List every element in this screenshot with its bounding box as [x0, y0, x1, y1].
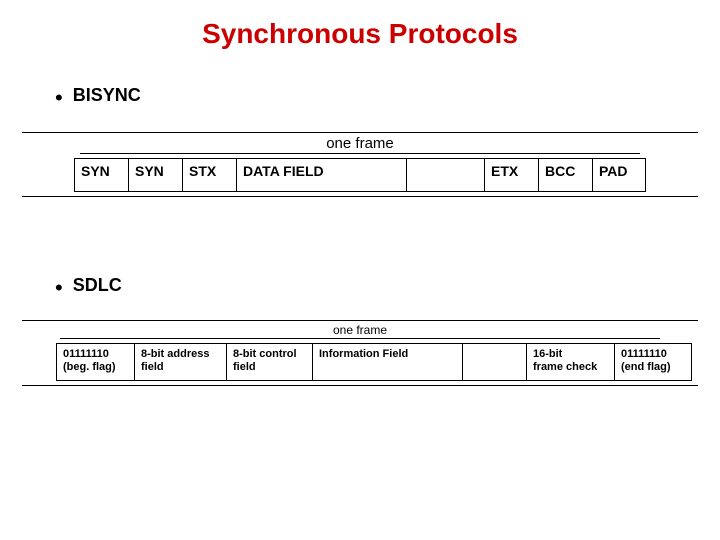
frame-gap — [406, 158, 484, 192]
frame-cell: DATA FIELD — [236, 158, 406, 192]
sdlc-frame-caption: one frame — [22, 321, 698, 338]
frame-cell-text: (end flag) — [621, 361, 685, 374]
sdlc-caption-underline — [60, 338, 660, 339]
bullet-bisync: • BISYNC — [55, 85, 141, 109]
frame-cell-text: 01111110 — [63, 348, 128, 361]
slide-title: Synchronous Protocols — [0, 0, 720, 50]
frame-cell-text: 8-bit address — [141, 348, 220, 361]
frame-cell-text: PAD — [599, 163, 639, 180]
frame-cell: SYN — [74, 158, 128, 192]
sdlc-frame: one frame 01111110(beg. flag)8-bit addre… — [22, 320, 698, 386]
frame-left-indent — [22, 158, 74, 192]
frame-cell-text: BCC — [545, 163, 586, 180]
frame-cell: 16-bitframe check — [526, 343, 614, 381]
frame-gap — [462, 343, 526, 381]
frame-cell-text: Information Field — [319, 348, 456, 361]
frame-cell-text: SYN — [135, 163, 176, 180]
bisync-frame-caption: one frame — [22, 133, 698, 153]
bisync-caption-underline — [80, 153, 640, 154]
frame-cell-text: (beg. flag) — [63, 361, 128, 374]
bullet-sdlc: • SDLC — [55, 275, 122, 299]
frame-cell-text: STX — [189, 163, 230, 180]
frame-cell-text: field — [233, 361, 306, 374]
bullet-sdlc-label: SDLC — [73, 275, 122, 296]
bullet-bisync-label: BISYNC — [73, 85, 141, 106]
frame-cell: PAD — [592, 158, 646, 192]
bisync-cells: SYN SYN STX DATA FIELD ETX BCC PAD — [22, 158, 698, 192]
frame-cell-text: 8-bit control — [233, 348, 306, 361]
frame-cell-text: 16-bit — [533, 348, 608, 361]
frame-cell-text: 01111110 — [621, 348, 685, 361]
frame-cell: 01111110(beg. flag) — [56, 343, 134, 381]
frame-cell: ETX — [484, 158, 538, 192]
frame-left-indent — [22, 343, 56, 381]
frame-cell: Information Field — [312, 343, 462, 381]
frame-cell: STX — [182, 158, 236, 192]
frame-cell: 8-bit controlfield — [226, 343, 312, 381]
frame-cell: BCC — [538, 158, 592, 192]
frame-cell: 8-bit addressfield — [134, 343, 226, 381]
frame-cell-text: SYN — [81, 163, 122, 180]
frame-cell: 01111110(end flag) — [614, 343, 692, 381]
bisync-frame: one frame SYN SYN STX DATA FIELD ETX BCC PAD — [22, 132, 698, 197]
sdlc-cells: 01111110(beg. flag)8-bit addressfield8-b… — [22, 343, 698, 381]
frame-cell-text: field — [141, 361, 220, 374]
bullet-dot-icon: • — [55, 275, 63, 299]
frame-cell-text: ETX — [491, 163, 532, 180]
bullet-dot-icon: • — [55, 85, 63, 109]
frame-cell-text: DATA FIELD — [243, 163, 400, 180]
frame-cell-text: frame check — [533, 361, 608, 374]
frame-cell: SYN — [128, 158, 182, 192]
